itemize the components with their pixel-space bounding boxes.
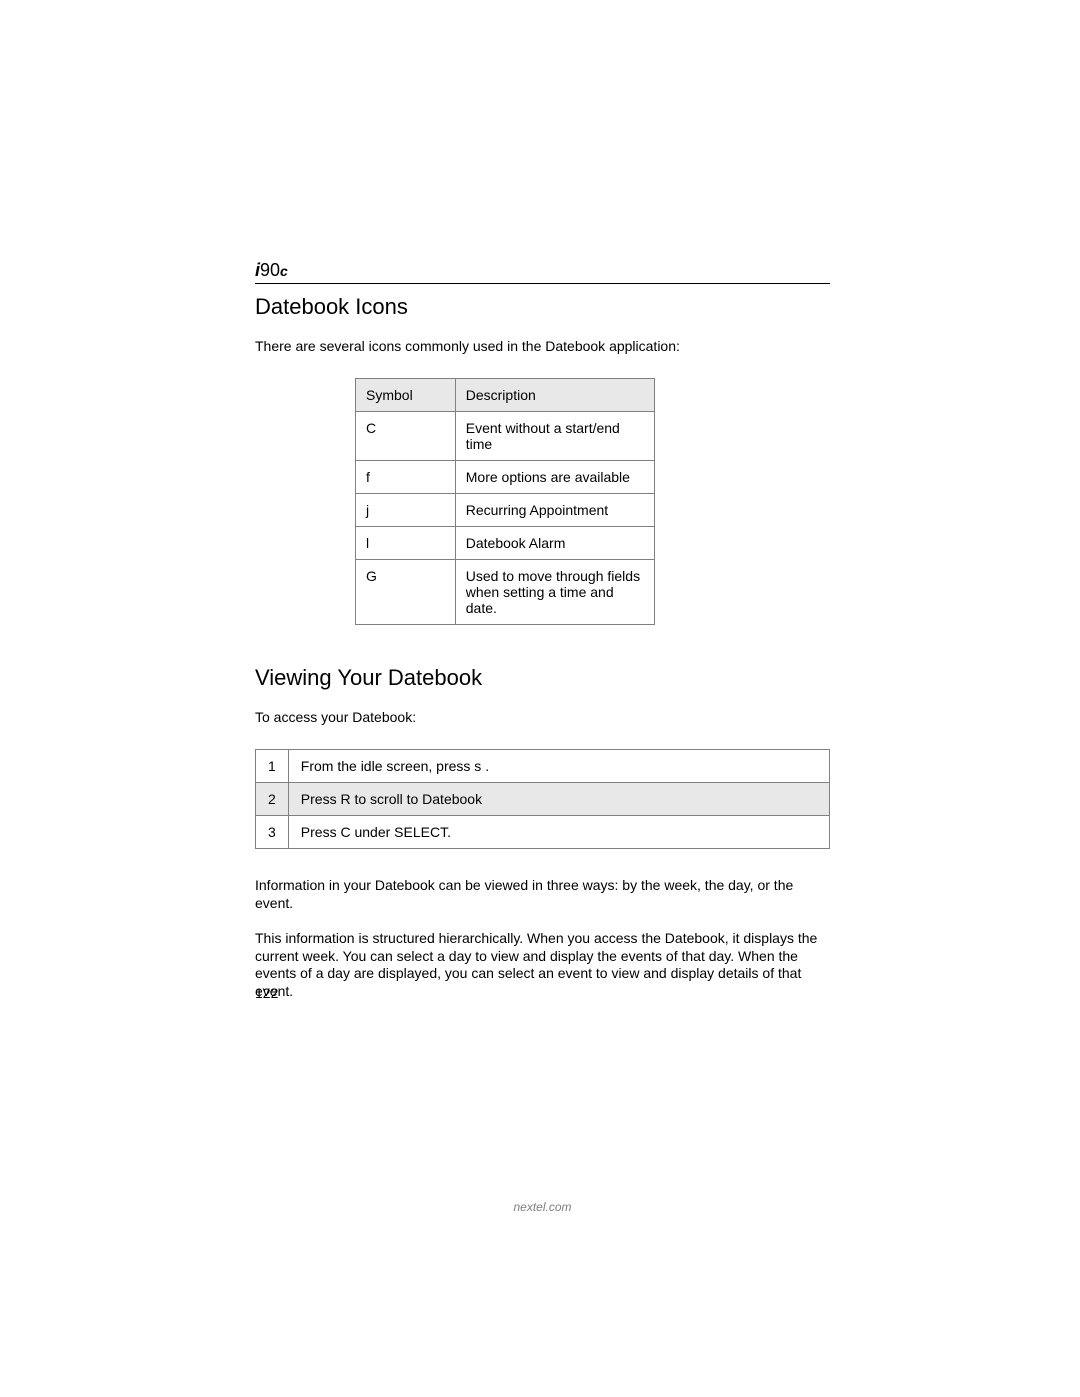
step-text: From the idle screen, press s . (288, 750, 829, 783)
desc-cell: Datebook Alarm (455, 527, 654, 560)
header-description: Description (455, 379, 654, 412)
desc-cell: More options are available (455, 461, 654, 494)
header-symbol: Symbol (356, 379, 456, 412)
desc-cell: Used to move through fields when setting… (455, 560, 654, 625)
page-number: 122 (255, 985, 278, 1001)
table-row: C Event without a start/end time (356, 412, 655, 461)
model-header: i90c (255, 260, 830, 284)
symbol-cell: l (356, 527, 456, 560)
steps-table: 1 From the idle screen, press s . 2 Pres… (255, 749, 830, 849)
step-text: Press C under SELECT. (288, 816, 829, 849)
step-text: Press R to scroll to Datebook (288, 783, 829, 816)
model-suffix: c (280, 263, 288, 279)
step-number: 1 (256, 750, 289, 783)
table-row: j Recurring Appointment (356, 494, 655, 527)
document-page: i90c Datebook Icons There are several ic… (255, 260, 830, 1018)
symbol-cell: j (356, 494, 456, 527)
desc-cell: Event without a start/end time (455, 412, 654, 461)
icons-table: Symbol Description C Event without a sta… (355, 378, 655, 625)
datebook-icons-intro: There are several icons commonly used in… (255, 338, 830, 354)
table-row: 3 Press C under SELECT. (256, 816, 830, 849)
table-row: 1 From the idle screen, press s . (256, 750, 830, 783)
model-label: i90c (255, 260, 288, 280)
desc-cell: Recurring Appointment (455, 494, 654, 527)
viewing-datebook-intro: To access your Datebook: (255, 709, 830, 725)
table-row: G Used to move through fields when setti… (356, 560, 655, 625)
symbol-cell: f (356, 461, 456, 494)
table-header-row: Symbol Description (356, 379, 655, 412)
model-number: 90 (260, 260, 280, 280)
step-number: 2 (256, 783, 289, 816)
footer-url: nextel.com (513, 1200, 571, 1214)
symbol-cell: C (356, 412, 456, 461)
paragraph-views: Information in your Datebook can be view… (255, 877, 830, 912)
paragraph-hierarchy: This information is structured hierarchi… (255, 930, 830, 1000)
step-number: 3 (256, 816, 289, 849)
table-row: l Datebook Alarm (356, 527, 655, 560)
viewing-datebook-heading: Viewing Your Datebook (255, 665, 830, 691)
symbol-cell: G (356, 560, 456, 625)
datebook-icons-heading: Datebook Icons (255, 294, 830, 320)
table-row: 2 Press R to scroll to Datebook (256, 783, 830, 816)
table-row: f More options are available (356, 461, 655, 494)
